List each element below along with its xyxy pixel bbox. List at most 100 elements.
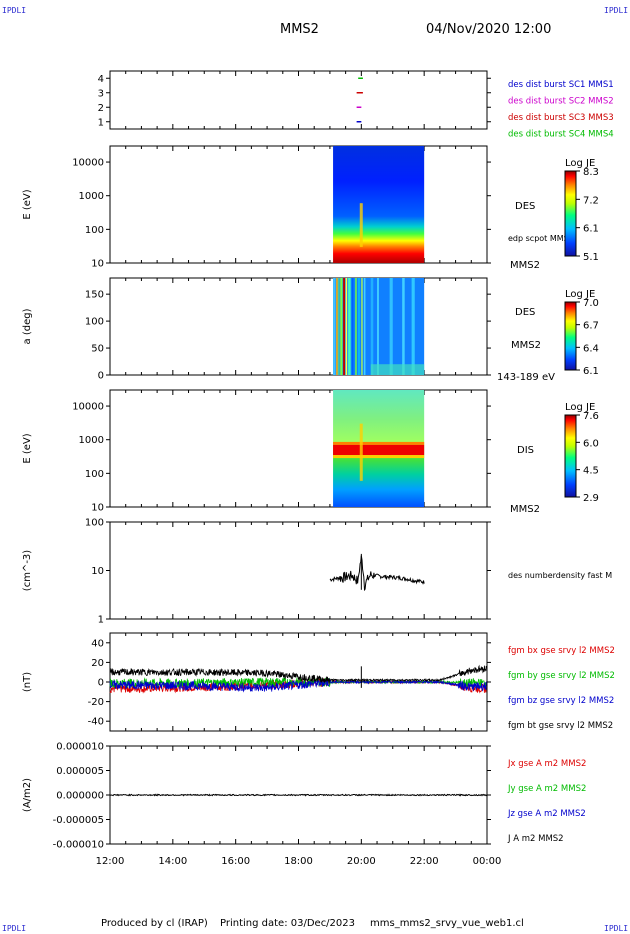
corner-label-bottom-right: IPDLI bbox=[604, 924, 629, 933]
corner-label-top-right: IPDLI bbox=[604, 6, 629, 15]
fgm-legend-label: fgm bz gse srvy l2 MMS2 bbox=[508, 696, 614, 706]
des-energy-bottom-label: MMS2 bbox=[510, 260, 540, 271]
des-pitch-colorbar-tick-label: 6.1 bbox=[583, 366, 599, 377]
fgm-trace bbox=[109, 664, 487, 685]
density-y-tick-label: 1 bbox=[98, 615, 104, 626]
des-pitch-y-tick-label: 150 bbox=[85, 290, 104, 301]
des-pitch-stripe bbox=[345, 278, 348, 375]
dis-energy-colorbar-title: Log JE bbox=[565, 402, 595, 413]
fgm-y-label: (nT) bbox=[22, 672, 33, 692]
des-pitch-sub-label: MMS2 bbox=[511, 340, 541, 351]
des-pitch-stripe bbox=[377, 278, 379, 375]
des-pitch-colorbar-tick-label: 7.0 bbox=[583, 298, 599, 309]
des-pitch-stripe bbox=[340, 278, 343, 375]
des-pitch-stripe bbox=[351, 278, 354, 375]
density-y-label: (cm^-3) bbox=[22, 550, 33, 591]
dis-energy-red-band bbox=[333, 444, 425, 456]
des-energy-colorbar-tick-label: 6.1 bbox=[583, 224, 599, 235]
datetime-title: 04/Nov/2020 12:00 bbox=[426, 22, 552, 37]
des-pitch-right-label: DES bbox=[515, 307, 535, 318]
footer-printing-date: Printing date: 03/Dec/2023 bbox=[220, 918, 356, 929]
des-energy-colorbar-tick-label: 8.3 bbox=[583, 167, 599, 178]
des-pitch-y-tick-label: 50 bbox=[91, 344, 104, 355]
density-label: des numberdensity fast M bbox=[508, 571, 612, 580]
dis-energy-y-tick-label: 10000 bbox=[72, 402, 104, 413]
current-y-tick-label: 0.000010 bbox=[56, 742, 104, 753]
fgm-y-tick-label: -20 bbox=[88, 697, 104, 708]
des-pitch-colorbar-tick-label: 6.4 bbox=[583, 343, 599, 354]
time-axis-tick-label: 12:00 bbox=[96, 856, 125, 867]
des-energy-y-tick-label: 1000 bbox=[79, 191, 104, 202]
current-legend-label: Jx gse A m2 MMS2 bbox=[507, 759, 586, 769]
des-pitch-energy-range: 143-189 eV bbox=[497, 372, 555, 383]
burst-y-tick-label: 3 bbox=[98, 88, 104, 99]
des-energy-y-tick-label: 100 bbox=[85, 225, 104, 236]
dis-energy-bottom-label: MMS2 bbox=[510, 504, 540, 515]
des-pitch-stripe bbox=[333, 278, 336, 375]
current-legend-label: J A m2 MMS2 bbox=[507, 834, 564, 844]
des-pitch-stripe bbox=[338, 278, 340, 375]
time-axis-tick-label: 18:00 bbox=[284, 856, 313, 867]
time-axis-tick-label: 22:00 bbox=[410, 856, 439, 867]
des-pitch-stripe bbox=[336, 278, 338, 375]
current-legend-label: Jy gse A m2 MMS2 bbox=[507, 784, 586, 794]
des-energy-y-tick-label: 10 bbox=[91, 259, 104, 270]
des-energy-colorbar-tick-label: 5.1 bbox=[583, 252, 599, 263]
time-axis-tick-label: 20:00 bbox=[347, 856, 376, 867]
current-legend-label: Jz gse A m2 MMS2 bbox=[507, 809, 586, 819]
fgm-y-tick-label: 0 bbox=[98, 678, 104, 689]
fgm-y-tick-label: -40 bbox=[88, 717, 104, 728]
des-pitch-colorbar-tick-label: 6.7 bbox=[583, 321, 599, 332]
current-y-tick-label: 0.000005 bbox=[56, 766, 104, 777]
des-pitch-stripe bbox=[355, 278, 357, 375]
des-pitch-stripe bbox=[343, 278, 345, 375]
des-energy-y-label: E (eV) bbox=[22, 189, 33, 219]
des-pitch-panel-frame bbox=[109, 277, 488, 376]
density-line bbox=[329, 555, 425, 592]
des-pitch-colorbar-title: Log JE bbox=[565, 289, 595, 300]
des-energy-colorbar bbox=[564, 170, 577, 257]
des-energy-spike bbox=[359, 203, 363, 247]
dis-energy-y-tick-label: 100 bbox=[85, 469, 104, 480]
current-y-tick-label: 0.000000 bbox=[56, 791, 104, 802]
des-pitch-y-tick-label: 100 bbox=[85, 317, 104, 328]
dis-energy-colorbar bbox=[564, 414, 577, 498]
des-energy-panel-frame bbox=[109, 145, 488, 264]
dis-energy-colorbar-tick-label: 4.5 bbox=[583, 466, 599, 477]
density-y-tick-label: 100 bbox=[85, 518, 104, 529]
des-pitch-y-tick-label: 0 bbox=[98, 371, 104, 382]
dis-energy-colorbar-tick-label: 6.0 bbox=[583, 438, 599, 449]
spacecraft-title: MMS2 bbox=[280, 22, 319, 37]
dis-energy-orange-band bbox=[333, 441, 425, 445]
des-energy-spectrogram bbox=[333, 146, 425, 263]
fgm-legend-label: fgm by gse srvy l2 MMS2 bbox=[508, 671, 615, 681]
burst-legend-label: des dist burst SC1 MMS1 bbox=[508, 80, 614, 90]
burst-y-tick-label: 4 bbox=[98, 74, 104, 85]
burst-y-tick-label: 1 bbox=[98, 117, 104, 128]
current-trace bbox=[109, 793, 488, 797]
burst-y-tick-label: 2 bbox=[98, 103, 104, 114]
fgm-trace bbox=[109, 677, 487, 693]
fgm-legend-label: fgm bx gse srvy l2 MMS2 bbox=[508, 646, 615, 656]
des-pitch-stripe bbox=[348, 278, 351, 375]
des-pitch-lowband bbox=[370, 364, 425, 375]
dis-energy-y-label: E (eV) bbox=[22, 433, 33, 463]
burst-panel-frame bbox=[109, 70, 488, 130]
time-axis-tick-label: 16:00 bbox=[221, 856, 250, 867]
corner-label-bottom-left: IPDLI bbox=[2, 924, 27, 933]
burst-legend-label: des dist burst SC4 MMS4 bbox=[508, 130, 614, 140]
des-pitch-stripe bbox=[402, 278, 405, 375]
fgm-y-tick-label: 20 bbox=[91, 658, 104, 669]
fgm-y-tick-label: 40 bbox=[91, 638, 104, 649]
fgm-legend-label: fgm bt gse srvy l2 MMS2 bbox=[508, 721, 613, 731]
des-pitch-stripe bbox=[370, 278, 374, 375]
current-y-label: (A/m2) bbox=[22, 778, 33, 812]
dis-energy-y-tick-label: 1000 bbox=[79, 435, 104, 446]
dis-energy-colorbar-tick-label: 7.6 bbox=[583, 411, 599, 422]
burst-legend-label: des dist burst SC3 MMS3 bbox=[508, 113, 614, 123]
dis-energy-colorbar-tick-label: 2.9 bbox=[583, 493, 599, 504]
dis-energy-y-tick-label: 10 bbox=[91, 503, 104, 514]
des-pitch-stripe bbox=[361, 278, 363, 375]
footer-produced-by: Produced by cl (IRAP) bbox=[101, 918, 208, 929]
